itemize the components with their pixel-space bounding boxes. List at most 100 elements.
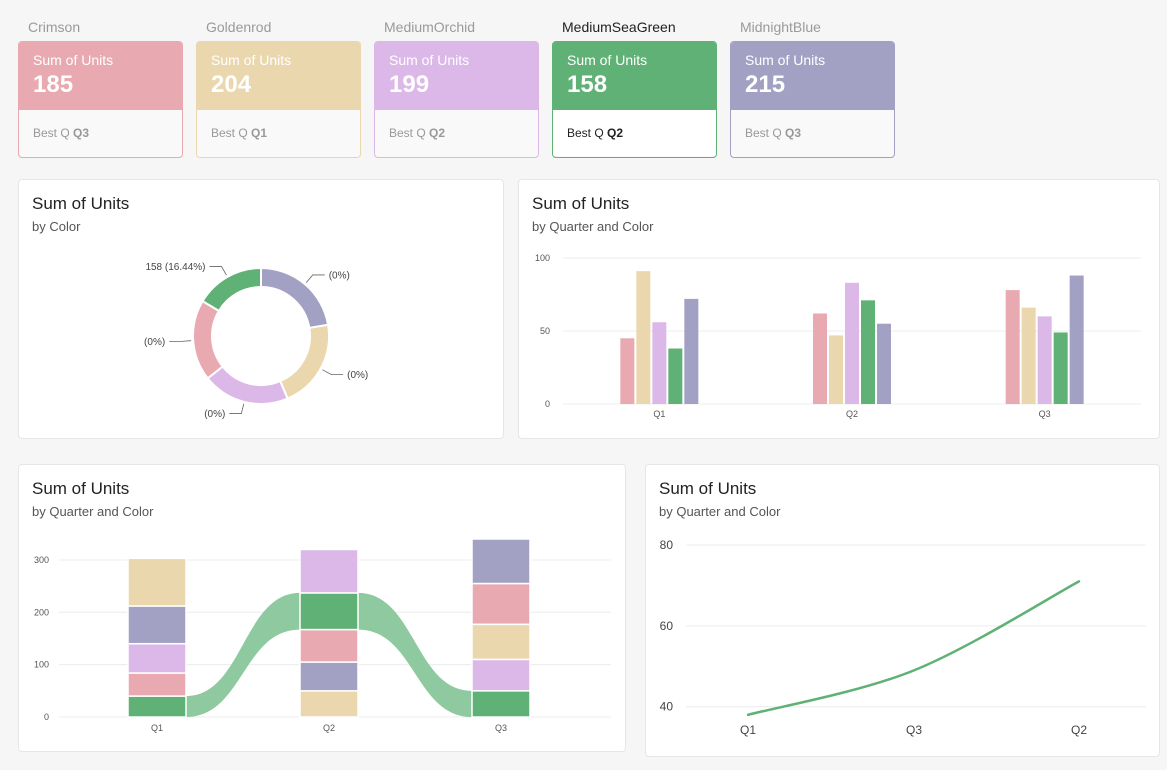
kpi-best-label: Best Q [389,126,430,140]
donut-subtitle: by Color [32,219,81,234]
kpi-crimson[interactable]: Crimson Sum of Units 185 Best Q Q3 [18,18,183,158]
kpi-best-quarter: Best Q Q3 [731,110,894,156]
kpi-header: Sum of Units 204 [197,42,360,110]
stacked-segment-mediumseagreen-q2 [299,592,359,631]
ribbon-title: Sum of Units [32,479,130,498]
bar-x-tick-label: Q1 [653,409,665,419]
donut-data-label: 158 (16.44%) [145,262,205,273]
bar-mediumorchid-q2 [845,282,859,404]
bar-mediumseagreen-q2 [861,300,875,404]
stacked-segment-goldenrod-q2 [299,690,359,718]
kpi-best-quarter: Best Q Q3 [19,110,182,156]
clustered-bar-panel: Sum of Units by Quarter and Color 0 50 100… [518,179,1160,439]
kpi-mediumseagreen[interactable]: MediumSeaGreen Sum of Units 158 Best Q Q2 [552,18,717,158]
ribbon-subtitle: by Quarter and Color [32,504,154,519]
stacked-segment-midnightblue-q2 [299,661,359,692]
line-panel: Sum of Units by Quarter and Color 40 60 80… [645,464,1160,757]
donut-panel: Sum of Units by Color (0%) (0%) (0%) (0%) 15… [18,179,504,439]
stacked-segment-mediumorchid-q1 [127,642,187,674]
line-x-tick-label: Q2 [1071,723,1087,737]
donut-data-label: (0%) [204,409,225,420]
kpi-best-label: Best Q [745,126,786,140]
ribbon-y-tick-label: 300 [34,555,49,565]
kpi-header: Sum of Units 158 [553,42,716,110]
bar-midnightblue-q3 [1069,275,1084,404]
donut-leader-line [229,403,245,414]
kpi-best-value: Q3 [785,126,802,140]
stacked-segment-mediumorchid-q3 [471,658,531,692]
bar-midnightblue-q1 [684,298,699,404]
bar-goldenrod-q2 [829,335,843,404]
line-y-tick-label: 40 [660,700,674,714]
donut-slice-midnightblue [260,266,330,330]
kpi-color-name: MidnightBlue [740,19,821,35]
line-chart: 40 60 80 Q1 Q3 Q2 [660,538,1146,737]
bar-crimson-q2 [813,313,827,404]
ribbon-x-tick-label: Q3 [495,723,507,733]
kpi-best-value: Q2 [607,126,624,140]
kpi-midnightblue[interactable]: MidnightBlue Sum of Units 215 Best Q Q3 [730,18,895,158]
ribbon-band-mediumseagreen [358,592,472,717]
bar-goldenrod-q1 [636,271,651,404]
stacked-segment-crimson-q3 [471,582,531,626]
stacked-segment-midnightblue-q1 [127,605,187,645]
kpi-card[interactable]: Sum of Units 158 Best Q Q2 [552,41,717,158]
kpi-header: Sum of Units 185 [19,42,182,110]
kpi-card[interactable]: Sum of Units 185 Best Q Q3 [18,41,183,158]
donut-slice-mediumseagreen [201,266,262,313]
donut-title: Sum of Units [32,194,130,213]
kpi-card[interactable]: Sum of Units 199 Best Q Q2 [374,41,539,158]
ribbon-chart: 0 100 200 300 Q1 Q2 Q3 [34,538,611,733]
ribbon-y-tick-label: 0 [44,712,49,722]
stacked-segment-goldenrod-q3 [471,623,531,661]
bar-mediumseagreen-q1 [668,348,683,404]
stacked-segment-mediumorchid-q2 [299,548,359,594]
kpi-best-quarter: Best Q Q2 [553,110,716,156]
line-x-tick-label: Q1 [740,723,756,737]
kpi-header: Sum of Units 199 [375,42,538,110]
kpi-mediumorchid[interactable]: MediumOrchid Sum of Units 199 Best Q Q2 [374,18,539,158]
kpi-color-name: MediumSeaGreen [562,19,676,35]
kpi-caption: Sum of Units [33,52,114,68]
stacked-segment-mediumseagreen-q3 [471,690,531,718]
line-y-tick-label: 80 [660,538,674,552]
bar-title: Sum of Units [532,194,630,213]
stacked-segment-mediumseagreen-q1 [127,695,187,718]
kpi-best-label: Best Q [211,126,252,140]
kpi-best-label: Best Q [33,126,74,140]
bar-subtitle: by Quarter and Color [532,219,654,234]
kpi-card[interactable]: Sum of Units 215 Best Q Q3 [730,41,895,158]
ribbon-panel: Sum of Units by Quarter and Color 0 100 20… [18,464,626,752]
bar-goldenrod-q3 [1021,307,1036,404]
kpi-value: 185 [33,71,74,98]
ribbon-band-mediumseagreen [186,592,300,717]
kpi-best-quarter: Best Q Q1 [197,110,360,156]
line-series-mediumseagreen [746,580,1081,717]
kpi-value: 204 [211,71,252,98]
bar-mediumorchid-q1 [652,322,667,404]
donut-data-label: (0%) [329,270,350,281]
bar-mediumseagreen-q3 [1053,332,1068,404]
bar-x-tick-label: Q2 [846,409,858,419]
bar-crimson-q1 [620,338,635,404]
kpi-value: 215 [745,71,786,98]
kpi-best-value: Q3 [73,126,90,140]
bar-mediumorchid-q3 [1037,316,1052,404]
kpi-header: Sum of Units 215 [731,42,894,110]
kpi-best-value: Q1 [251,126,268,140]
kpi-best-value: Q2 [429,126,446,140]
kpi-color-name: Goldenrod [206,19,272,35]
clustered-bar-chart: 0 50 100 Q1 Q2 Q3 [535,253,1141,419]
donut-chart: (0%) (0%) (0%) (0%) 158 (16.44%) [144,262,368,420]
line-y-tick-label: 60 [660,619,674,633]
stacked-segment-crimson-q2 [299,628,359,663]
kpi-value: 158 [567,71,608,98]
bar-y-tick-label: 0 [545,399,550,409]
bar-midnightblue-q2 [877,323,891,404]
kpi-color-name: MediumOrchid [384,19,476,35]
bar-crimson-q3 [1005,290,1020,404]
kpi-card[interactable]: Sum of Units 204 Best Q Q1 [196,41,361,158]
donut-leader-line [209,266,227,276]
donut-slice-goldenrod [278,323,330,400]
kpi-goldenrod[interactable]: Goldenrod Sum of Units 204 Best Q Q1 [196,18,361,158]
